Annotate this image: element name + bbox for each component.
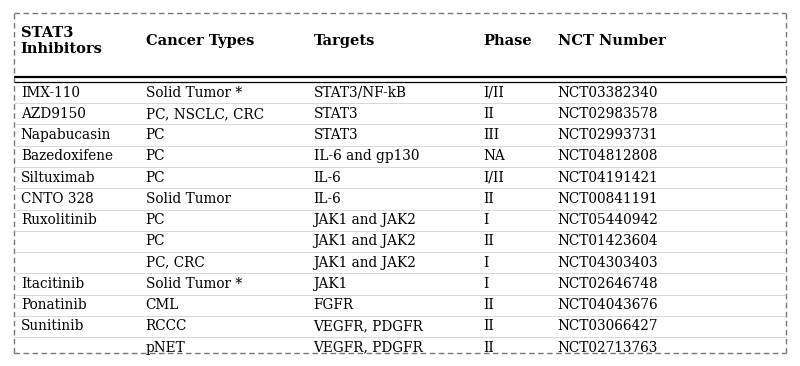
Text: JAK1 and JAK2: JAK1 and JAK2 [314, 234, 417, 249]
Text: Cancer Types: Cancer Types [146, 34, 254, 48]
Text: Itacitinib: Itacitinib [21, 277, 84, 291]
Text: II: II [483, 234, 494, 249]
Text: NCT Number: NCT Number [558, 34, 666, 48]
Text: IL-6: IL-6 [314, 171, 342, 184]
Text: PC: PC [146, 213, 165, 227]
Text: IMX-110: IMX-110 [21, 86, 80, 100]
Text: NCT04812808: NCT04812808 [558, 149, 658, 163]
Text: Sunitinib: Sunitinib [21, 320, 84, 333]
Text: CNTO 328: CNTO 328 [21, 192, 94, 206]
Text: STAT3: STAT3 [314, 128, 358, 142]
Text: Ponatinib: Ponatinib [21, 298, 86, 312]
Text: NA: NA [483, 149, 505, 163]
Text: NCT03382340: NCT03382340 [558, 86, 658, 100]
Text: NCT04303403: NCT04303403 [558, 256, 658, 270]
Text: II: II [483, 192, 494, 206]
Text: I/II: I/II [483, 171, 504, 184]
Text: NCT02993731: NCT02993731 [558, 128, 658, 142]
Text: NCT04191421: NCT04191421 [558, 171, 658, 184]
Text: VEGFR, PDGFR: VEGFR, PDGFR [314, 341, 423, 355]
Text: STAT3/NF-kB: STAT3/NF-kB [314, 86, 406, 100]
Text: AZD9150: AZD9150 [21, 107, 86, 121]
Text: Solid Tumor *: Solid Tumor * [146, 277, 242, 291]
Text: Phase: Phase [483, 34, 532, 48]
Text: IL-6 and gp130: IL-6 and gp130 [314, 149, 419, 163]
Text: JAK1: JAK1 [314, 277, 348, 291]
Text: RCCC: RCCC [146, 320, 187, 333]
Text: II: II [483, 107, 494, 121]
Text: JAK1 and JAK2: JAK1 and JAK2 [314, 213, 417, 227]
Text: Solid Tumor *: Solid Tumor * [146, 86, 242, 100]
Text: NCT02983578: NCT02983578 [558, 107, 658, 121]
Text: III: III [483, 128, 499, 142]
Text: NCT02713763: NCT02713763 [558, 341, 658, 355]
Text: II: II [483, 298, 494, 312]
Text: Solid Tumor: Solid Tumor [146, 192, 230, 206]
Text: STAT3: STAT3 [314, 107, 358, 121]
Text: NCT00841191: NCT00841191 [558, 192, 658, 206]
Text: Targets: Targets [314, 34, 375, 48]
Text: I/II: I/II [483, 86, 504, 100]
Text: NCT03066427: NCT03066427 [558, 320, 658, 333]
Text: Bazedoxifene: Bazedoxifene [21, 149, 113, 163]
Text: JAK1 and JAK2: JAK1 and JAK2 [314, 256, 417, 270]
Text: PC: PC [146, 234, 165, 249]
Text: II: II [483, 341, 494, 355]
Text: PC: PC [146, 171, 165, 184]
Text: I: I [483, 256, 489, 270]
Text: FGFR: FGFR [314, 298, 354, 312]
Text: NCT04043676: NCT04043676 [558, 298, 658, 312]
Text: PC: PC [146, 128, 165, 142]
Text: I: I [483, 213, 489, 227]
Text: NCT02646748: NCT02646748 [558, 277, 658, 291]
Text: STAT3
Inhibitors: STAT3 Inhibitors [21, 26, 102, 56]
Text: IL-6: IL-6 [314, 192, 342, 206]
Text: Ruxolitinib: Ruxolitinib [21, 213, 97, 227]
Text: II: II [483, 320, 494, 333]
Text: VEGFR, PDGFR: VEGFR, PDGFR [314, 320, 423, 333]
Text: I: I [483, 277, 489, 291]
Text: PC: PC [146, 149, 165, 163]
Text: NCT01423604: NCT01423604 [558, 234, 658, 249]
Text: PC, NSCLC, CRC: PC, NSCLC, CRC [146, 107, 264, 121]
Text: NCT05440942: NCT05440942 [558, 213, 658, 227]
Text: PC, CRC: PC, CRC [146, 256, 204, 270]
Text: CML: CML [146, 298, 179, 312]
Text: Napabucasin: Napabucasin [21, 128, 111, 142]
Text: Siltuximab: Siltuximab [21, 171, 95, 184]
Text: pNET: pNET [146, 341, 186, 355]
